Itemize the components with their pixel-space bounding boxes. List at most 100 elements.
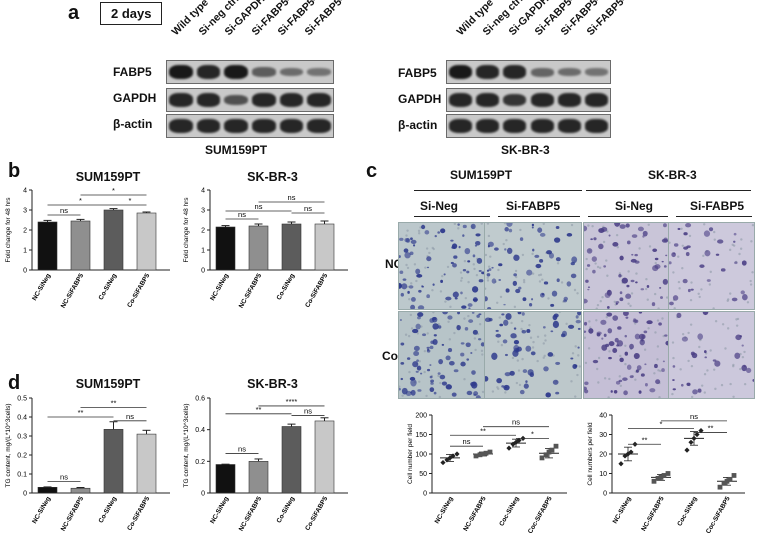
data-point (694, 431, 700, 438)
stained-cell (625, 223, 630, 228)
stained-cell (529, 372, 535, 378)
stained-cell (460, 352, 465, 357)
stained-cell (443, 273, 446, 276)
header-underline (414, 216, 490, 217)
stained-cell (481, 271, 484, 275)
blot-band (530, 67, 554, 77)
stained-cell (619, 297, 624, 302)
protein-label-beta-actin: β-actin (398, 118, 438, 132)
bar (281, 223, 302, 271)
stained-cell (462, 234, 465, 237)
stained-cell (660, 296, 664, 300)
membrane-pore (426, 332, 429, 335)
stained-cell (690, 288, 694, 291)
membrane-pore (424, 266, 427, 269)
header-underline (676, 216, 752, 217)
membrane-pore (541, 278, 544, 281)
stained-cell (430, 382, 434, 385)
stained-cell (704, 250, 711, 257)
stained-cell (430, 379, 435, 383)
stained-cell (452, 263, 457, 268)
stained-cell (616, 340, 624, 347)
micrograph-texture (399, 223, 484, 309)
stained-cell (441, 343, 445, 346)
membrane-pore (689, 323, 693, 326)
y-tick-label: 30 (599, 432, 607, 439)
stained-cell (654, 257, 659, 261)
stained-cell (577, 346, 580, 349)
membrane-pore (741, 355, 745, 359)
stained-cell (608, 234, 611, 237)
membrane-pore (418, 360, 422, 363)
stained-cell (488, 317, 493, 322)
data-point (661, 473, 667, 478)
stained-cell (743, 365, 746, 367)
stained-cell (665, 340, 668, 346)
membrane-pore (732, 244, 736, 247)
panel-a-letter: a (68, 2, 80, 24)
membrane-pore (713, 230, 716, 234)
membrane-pore (413, 263, 417, 266)
stained-cell (587, 288, 590, 291)
membrane-pore (437, 374, 440, 378)
micrograph-sum159pt-nc-sineg (398, 222, 485, 310)
stained-cell (506, 247, 513, 254)
significance-label: ** (256, 405, 262, 414)
stained-cell (466, 390, 473, 396)
membrane-pore (410, 282, 413, 285)
membrane-pore (698, 295, 701, 299)
stained-cell (433, 334, 437, 337)
bar-chart-b-skbr3: 0 1 2 3 4 Fold change for 48 hrs NC-SiNeg NC-Si… (183, 188, 348, 309)
stained-cell (665, 254, 668, 257)
membrane-pore (431, 289, 434, 292)
stained-cell (437, 231, 441, 234)
membrane-pore (713, 368, 716, 371)
stained-cell (598, 243, 604, 250)
stained-cell (735, 334, 742, 341)
membrane-pore (618, 272, 622, 275)
category-label: Co-SiNeg (276, 495, 297, 524)
stained-cell (682, 278, 688, 284)
stained-cell (505, 288, 510, 293)
membrane-pore (539, 273, 543, 276)
bar (70, 220, 91, 271)
stained-cell (691, 352, 698, 359)
stained-cell (467, 260, 471, 263)
membrane-pore (578, 365, 581, 368)
stained-cell (498, 278, 502, 282)
stained-cell (420, 372, 423, 375)
stained-cell (453, 255, 458, 259)
blot-band (279, 119, 304, 133)
y-tick-label: 0 (23, 268, 27, 275)
stained-cell (496, 377, 502, 384)
stained-cell (566, 281, 572, 287)
stained-cell (586, 248, 593, 254)
membrane-pore (647, 223, 650, 227)
stained-cell (552, 379, 559, 385)
micrograph-texture (669, 312, 754, 398)
membrane-pore (597, 381, 600, 384)
membrane-pore (635, 272, 638, 275)
stained-cell (522, 369, 528, 374)
membrane-pore (531, 272, 535, 275)
membrane-pore (460, 276, 464, 280)
stained-cell (669, 301, 674, 306)
membrane-pore (576, 292, 579, 295)
stained-cell (468, 319, 474, 323)
membrane-pore (738, 252, 741, 256)
membrane-pore (712, 307, 715, 309)
membrane-pore (502, 242, 505, 246)
bar (215, 226, 236, 271)
stained-cell (615, 300, 620, 304)
stained-cell (640, 373, 645, 377)
stained-cell (478, 279, 484, 283)
membrane-pore (690, 281, 693, 284)
membrane-pore (653, 372, 656, 375)
data-point (628, 449, 634, 455)
stained-cell (417, 305, 425, 309)
y-tick-label: 0 (23, 491, 27, 498)
membrane-pore (444, 300, 447, 303)
membrane-pore (485, 253, 488, 257)
membrane-pore (608, 350, 611, 353)
stained-cell (426, 346, 430, 349)
